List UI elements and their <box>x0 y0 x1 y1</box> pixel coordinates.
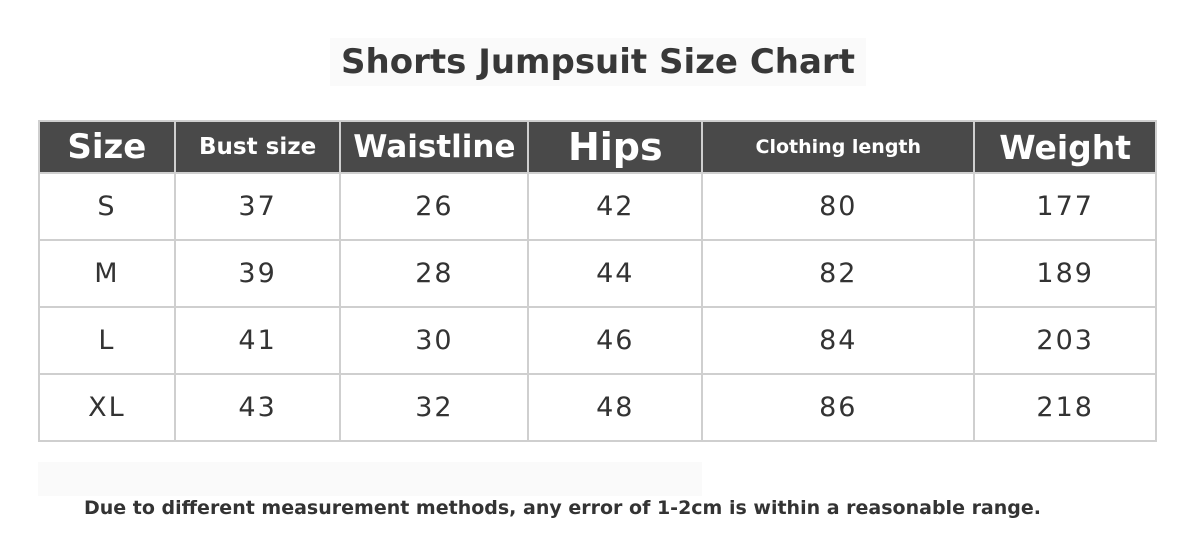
cell-length: 82 <box>701 239 976 308</box>
cell-size: M <box>38 239 176 308</box>
cell-hips: 46 <box>527 306 704 375</box>
cell-size: L <box>38 306 176 375</box>
cell-weight: 203 <box>973 306 1157 375</box>
cell-hips: 42 <box>527 172 704 241</box>
cell-bust: 39 <box>173 239 342 308</box>
footer-note: Due to different measurement methods, an… <box>84 497 1041 519</box>
cell-bust: 37 <box>173 172 342 241</box>
header-waistline: Waistline <box>339 120 530 174</box>
table-row: XL 43 32 48 86 218 <box>38 373 1157 442</box>
page-title: Shorts Jumpsuit Size Chart <box>330 38 866 86</box>
cell-length: 84 <box>701 306 976 375</box>
cell-waist: 32 <box>339 373 530 442</box>
table-row: S 37 26 42 80 177 <box>38 172 1157 241</box>
header-hips: Hips <box>527 120 704 174</box>
table-row: L 41 30 46 84 203 <box>38 306 1157 375</box>
cell-length: 86 <box>701 373 976 442</box>
cell-bust: 43 <box>173 373 342 442</box>
table-row: M 39 28 44 82 189 <box>38 239 1157 308</box>
cell-weight: 177 <box>973 172 1157 241</box>
cell-length: 80 <box>701 172 976 241</box>
table-header-row: Size Bust size Waistline Hips Clothing l… <box>38 120 1157 174</box>
cell-waist: 30 <box>339 306 530 375</box>
cell-bust: 41 <box>173 306 342 375</box>
header-size: Size <box>38 120 176 174</box>
cell-weight: 189 <box>973 239 1157 308</box>
size-chart-table: Size Bust size Waistline Hips Clothing l… <box>38 120 1157 442</box>
footer-band <box>38 462 702 496</box>
cell-waist: 26 <box>339 172 530 241</box>
header-weight: Weight <box>973 120 1157 174</box>
header-clothing-length: Clothing length <box>701 120 976 174</box>
cell-hips: 48 <box>527 373 704 442</box>
cell-hips: 44 <box>527 239 704 308</box>
cell-weight: 218 <box>973 373 1157 442</box>
cell-size: S <box>38 172 176 241</box>
cell-size: XL <box>38 373 176 442</box>
header-bust-size: Bust size <box>173 120 342 174</box>
cell-waist: 28 <box>339 239 530 308</box>
